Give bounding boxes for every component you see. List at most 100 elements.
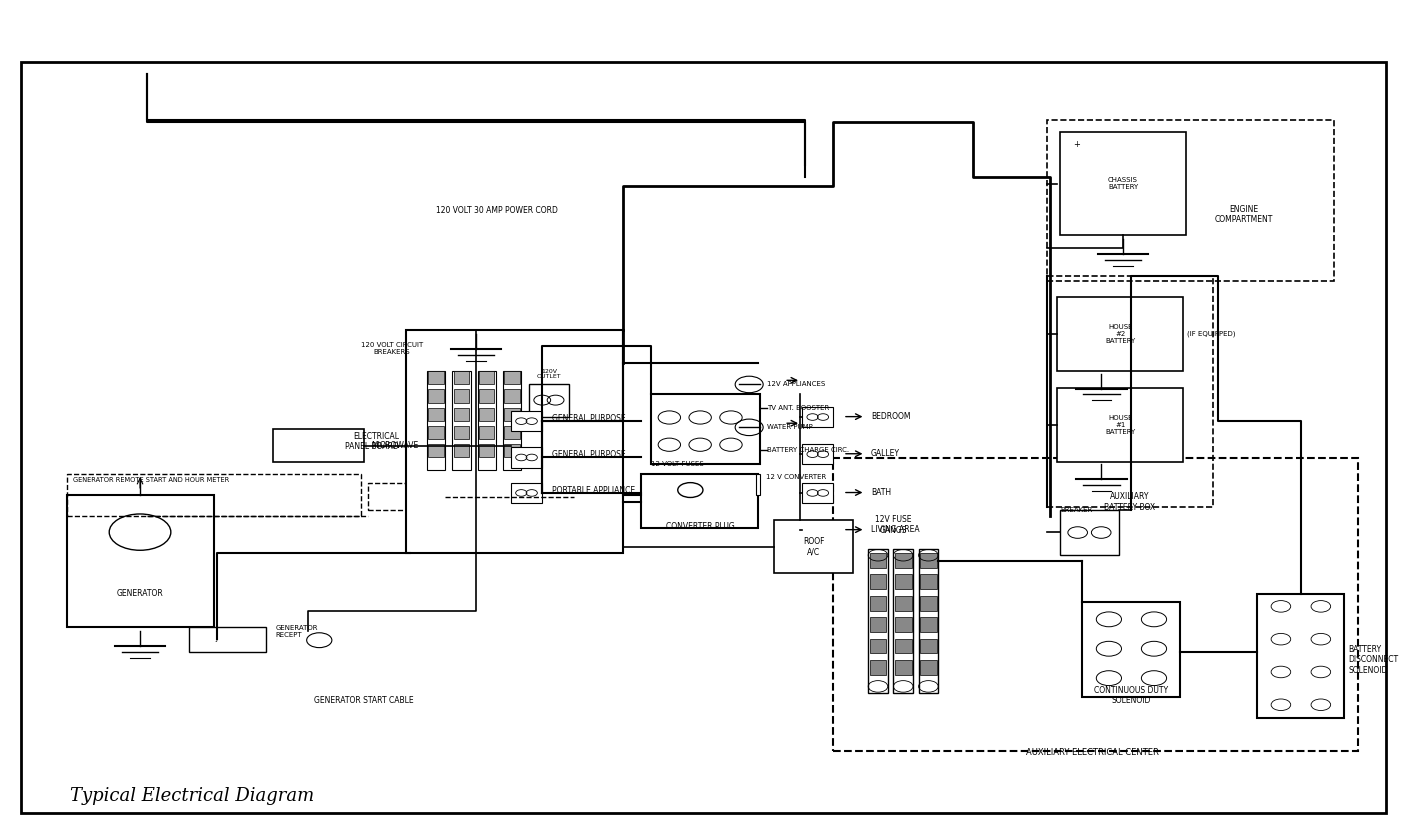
Text: HOUSE
#1
BATTERY: HOUSE #1 BATTERY bbox=[1105, 415, 1135, 435]
Bar bbox=[1058, 388, 1183, 462]
Bar bbox=[1083, 602, 1180, 697]
Text: J: J bbox=[214, 636, 217, 643]
Bar bbox=[833, 458, 1358, 751]
Text: ENGINE
COMPARTMENT: ENGINE COMPARTMENT bbox=[1214, 205, 1273, 224]
Bar bbox=[642, 474, 757, 528]
Text: HOUSE
#2
BATTERY: HOUSE #2 BATTERY bbox=[1105, 324, 1135, 344]
Text: ELECTRICAL
PANEL BOARD: ELECTRICAL PANEL BOARD bbox=[345, 431, 399, 451]
Text: 12V FUSE
GANGS: 12V FUSE GANGS bbox=[876, 515, 912, 535]
Bar bbox=[427, 371, 446, 470]
Text: GENERATOR START CABLE: GENERATOR START CABLE bbox=[314, 696, 415, 705]
Bar bbox=[802, 407, 833, 427]
Text: CHASSIS
BATTERY: CHASSIS BATTERY bbox=[1108, 177, 1138, 191]
Text: LIVING AREA: LIVING AREA bbox=[871, 526, 919, 534]
Bar bbox=[505, 444, 519, 457]
Bar bbox=[1058, 297, 1183, 371]
Bar bbox=[503, 371, 520, 470]
Bar bbox=[919, 553, 936, 568]
Bar bbox=[510, 483, 541, 503]
Text: 120V
OUTLET: 120V OUTLET bbox=[537, 369, 561, 380]
Text: CONTINUOUS DUTY
SOLENOID: CONTINUOUS DUTY SOLENOID bbox=[1094, 686, 1169, 705]
Bar bbox=[505, 371, 519, 384]
Bar bbox=[454, 426, 470, 439]
Bar bbox=[454, 371, 470, 384]
Text: 12 V CONVERTER: 12 V CONVERTER bbox=[766, 474, 826, 480]
Bar bbox=[429, 426, 444, 439]
Bar bbox=[802, 520, 833, 540]
Bar bbox=[895, 574, 912, 589]
Bar bbox=[274, 429, 364, 462]
Bar bbox=[510, 411, 541, 431]
Text: 120 VOLT 30 AMP POWER CORD: 120 VOLT 30 AMP POWER CORD bbox=[436, 206, 558, 214]
Bar bbox=[919, 596, 936, 610]
Text: 12V APPLIANCES: 12V APPLIANCES bbox=[767, 381, 826, 388]
Bar bbox=[895, 660, 912, 675]
Bar bbox=[870, 553, 887, 568]
Text: BEDROOM: BEDROOM bbox=[871, 412, 911, 421]
Text: BATTERY
DISCONNECT
SOLENOID: BATTERY DISCONNECT SOLENOID bbox=[1348, 645, 1399, 675]
Text: AUXILIARY
BATTERY BOX: AUXILIARY BATTERY BOX bbox=[1104, 492, 1156, 512]
Text: AUXILIARY ELECTRICAL CENTER: AUXILIARY ELECTRICAL CENTER bbox=[1026, 748, 1159, 757]
Text: (IF EQUIPPED): (IF EQUIPPED) bbox=[1187, 331, 1237, 337]
Bar bbox=[479, 389, 495, 403]
Bar bbox=[429, 408, 444, 421]
Bar bbox=[1060, 132, 1186, 235]
Bar bbox=[1048, 120, 1334, 280]
Bar bbox=[68, 495, 214, 627]
Bar bbox=[454, 444, 470, 457]
Bar bbox=[919, 660, 936, 675]
Text: GENERATOR REMOTE START AND HOUR METER: GENERATOR REMOTE START AND HOUR METER bbox=[73, 477, 228, 483]
Bar bbox=[870, 660, 887, 675]
Text: Typical Electrical Diagram: Typical Electrical Diagram bbox=[70, 787, 314, 805]
Text: TV ANT. BOOSTER: TV ANT. BOOSTER bbox=[767, 404, 829, 411]
Bar bbox=[478, 371, 496, 470]
Bar bbox=[651, 394, 760, 464]
Bar bbox=[454, 389, 470, 403]
Bar bbox=[870, 639, 887, 653]
Bar bbox=[479, 444, 495, 457]
Bar bbox=[429, 444, 444, 457]
Bar bbox=[895, 639, 912, 653]
Bar bbox=[429, 371, 444, 384]
Bar bbox=[505, 408, 519, 421]
Text: CONVERTER PLUG: CONVERTER PLUG bbox=[666, 522, 735, 531]
Bar bbox=[479, 408, 495, 421]
Bar bbox=[756, 474, 760, 495]
Bar bbox=[505, 426, 519, 439]
Text: MICROWAVE: MICROWAVE bbox=[371, 441, 419, 450]
Bar bbox=[510, 447, 541, 468]
Text: +: + bbox=[1073, 140, 1080, 148]
Bar bbox=[895, 596, 912, 610]
Text: GENERAL PURPOSE: GENERAL PURPOSE bbox=[551, 414, 626, 422]
Text: GENERATOR: GENERATOR bbox=[117, 590, 164, 598]
Bar bbox=[406, 330, 623, 553]
Bar bbox=[368, 483, 446, 510]
Bar bbox=[454, 408, 470, 421]
Text: ROOF
A/C: ROOF A/C bbox=[802, 537, 825, 557]
Bar bbox=[529, 384, 568, 417]
Text: BATH: BATH bbox=[871, 488, 891, 497]
Bar bbox=[919, 617, 936, 632]
Bar bbox=[919, 639, 936, 653]
Text: 12 VOLT FUSES: 12 VOLT FUSES bbox=[651, 461, 704, 467]
Text: PORTABLE APPLIANCE: PORTABLE APPLIANCE bbox=[551, 486, 634, 494]
Bar bbox=[870, 617, 887, 632]
Text: GENERAL PURPOSE: GENERAL PURPOSE bbox=[551, 450, 626, 459]
Bar bbox=[453, 371, 471, 470]
Bar bbox=[1060, 510, 1120, 555]
Text: GALLEY: GALLEY bbox=[871, 450, 900, 458]
Bar bbox=[869, 549, 888, 693]
Bar bbox=[479, 371, 495, 384]
Bar bbox=[802, 483, 833, 503]
Bar bbox=[189, 627, 266, 652]
Bar bbox=[919, 574, 936, 589]
Bar bbox=[68, 474, 361, 516]
Bar bbox=[774, 520, 853, 573]
Bar bbox=[918, 549, 938, 693]
Bar bbox=[802, 444, 833, 464]
Bar bbox=[1258, 594, 1344, 718]
Bar bbox=[895, 617, 912, 632]
Bar bbox=[479, 426, 495, 439]
Text: WATER PUMP: WATER PUMP bbox=[767, 424, 814, 431]
Bar bbox=[895, 553, 912, 568]
